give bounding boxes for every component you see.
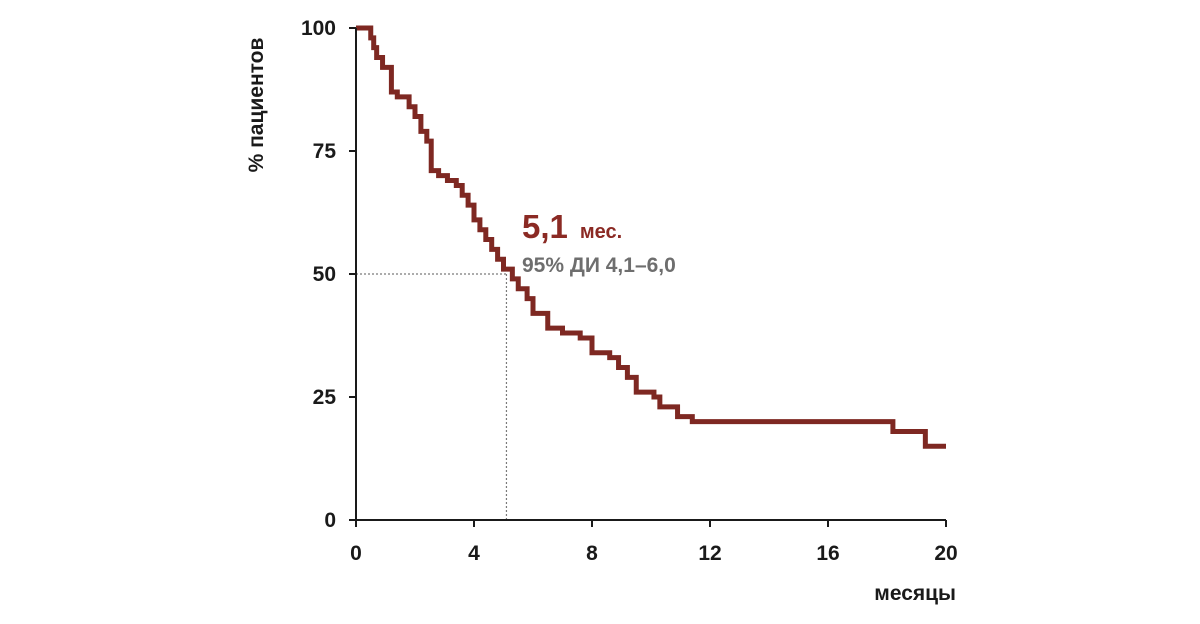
y-axis-ticks: 0 25 50 75 100 — [301, 17, 356, 532]
y-tick-label: 25 — [313, 386, 337, 409]
km-survival-curve — [356, 25, 946, 449]
x-axis-ticks: 0 4 8 12 16 20 — [350, 520, 958, 565]
x-axis-label: месяцы — [874, 582, 956, 605]
median-annotation: 5,1 мес. — [522, 208, 622, 245]
x-tick-label: 4 — [468, 542, 480, 565]
x-tick-label: 12 — [698, 542, 721, 565]
median-unit: мес. — [580, 221, 622, 243]
median-confidence-interval: 95% ДИ 4,1–6,0 — [522, 254, 676, 277]
x-tick-label: 16 — [816, 542, 839, 565]
y-tick-label: 0 — [324, 509, 336, 532]
x-tick-label: 0 — [350, 542, 362, 565]
y-tick-label: 100 — [301, 17, 336, 40]
y-axis-label: % пациентов — [245, 38, 268, 173]
y-tick-label: 50 — [313, 263, 336, 286]
y-tick-label: 75 — [313, 140, 337, 163]
median-value: 5,1 — [522, 208, 568, 245]
x-tick-label: 20 — [934, 542, 957, 565]
x-tick-label: 8 — [586, 542, 598, 565]
median-reference-lines — [356, 273, 508, 520]
